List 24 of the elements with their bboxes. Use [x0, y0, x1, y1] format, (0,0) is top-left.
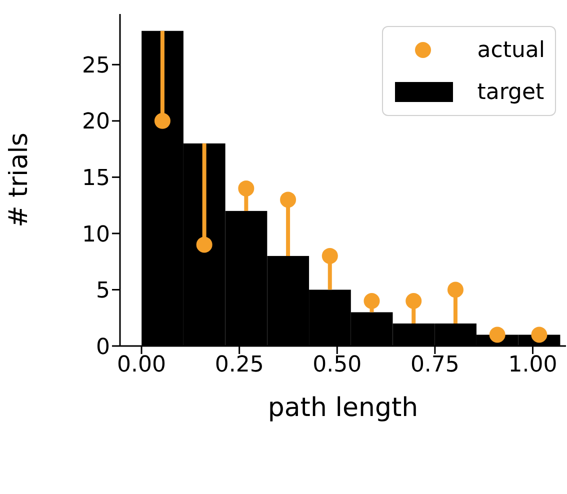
- y-tick-label: 20: [82, 110, 110, 135]
- point: [531, 326, 548, 343]
- x-tick-label: 0.25: [214, 352, 264, 378]
- x-axis-title: path length: [268, 393, 418, 423]
- point: [364, 292, 380, 309]
- point: [406, 292, 422, 309]
- y-tick-label: 5: [96, 278, 110, 304]
- point: [447, 282, 464, 298]
- point: [196, 236, 212, 253]
- y-tick-label: 15: [82, 166, 110, 191]
- point: [489, 326, 506, 343]
- point: [322, 248, 338, 264]
- y-tick-label: 0: [96, 334, 110, 360]
- x-tick-label: 0.50: [312, 352, 362, 378]
- legend-label: target: [477, 80, 544, 104]
- x-tick-label: 0.75: [410, 352, 460, 378]
- point: [238, 180, 254, 196]
- point: [280, 192, 296, 208]
- y-tick-label: 25: [82, 53, 110, 78]
- legend-label: actual: [477, 38, 545, 62]
- point: [154, 112, 170, 129]
- y-tick-label: 10: [82, 222, 110, 248]
- x-tick-label: 0.00: [117, 352, 166, 378]
- x-tick-label: 1.00: [508, 352, 558, 378]
